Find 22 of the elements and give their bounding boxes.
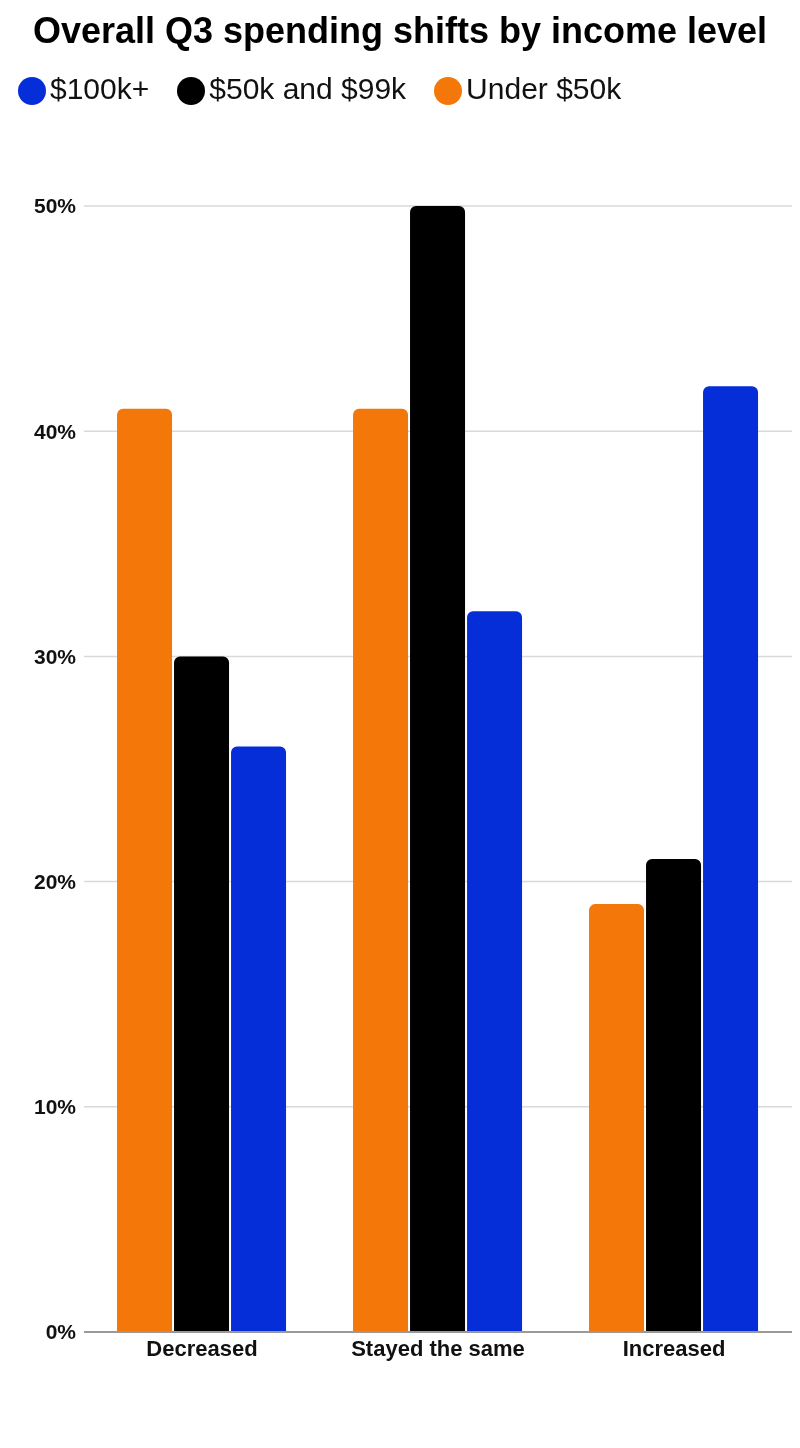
legend-label: Under $50k (466, 72, 622, 105)
y-tick-label: 50% (33, 194, 77, 218)
x-tick-label: Stayed the same (351, 1335, 525, 1361)
bar (174, 656, 230, 1332)
bar (231, 746, 287, 1332)
bar (117, 408, 173, 1332)
y-tick-label: 40% (33, 419, 77, 443)
bar (467, 611, 523, 1332)
bar (703, 386, 759, 1332)
bar (589, 904, 645, 1332)
bar (353, 408, 409, 1332)
y-tick-label: 0% (45, 1320, 77, 1344)
bar (410, 206, 466, 1332)
y-tick-label: 10% (33, 1095, 77, 1119)
legend-label: $50k and $99k (209, 72, 407, 105)
legend-label: $100k+ (50, 72, 150, 105)
x-tick-label: Decreased (146, 1335, 258, 1361)
bar (646, 859, 702, 1332)
chart-title: Overall Q3 spending shifts by income level (31, 9, 769, 53)
x-tick-label: Increased (622, 1335, 726, 1361)
y-tick-label: 30% (33, 644, 77, 668)
y-tick-label: 20% (33, 870, 77, 894)
